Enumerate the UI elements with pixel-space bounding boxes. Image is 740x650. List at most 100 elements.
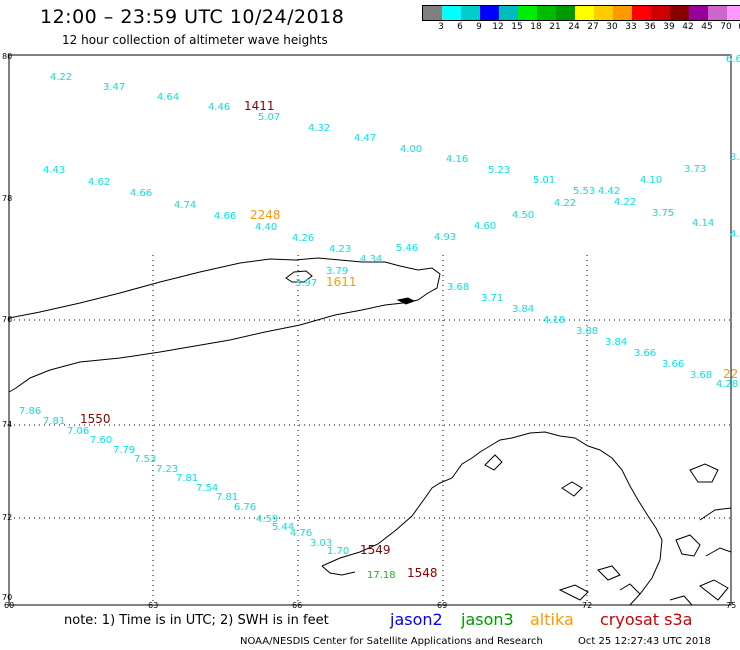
wave-height-value: 4.32: [308, 123, 330, 134]
scale-swatch: [689, 6, 708, 20]
pass-time-label: 1550: [80, 412, 111, 426]
wave-height-value: 3.66: [662, 359, 684, 370]
wave-height-value: 4.34: [360, 254, 382, 265]
wave-height-value: 3.79: [326, 266, 348, 277]
footer-credit: NOAA/NESDIS Center for Satellite Applica…: [240, 636, 543, 647]
wave-height-value: 5.44: [272, 522, 294, 533]
scale-label: 33: [625, 22, 637, 32]
lon-label-69: 69: [437, 601, 447, 610]
wave-height-value: 4.47: [354, 133, 376, 144]
map-frame: [8, 54, 732, 606]
wave-height-value: 4.93: [434, 232, 456, 243]
lat-lon-grid: [9, 255, 731, 605]
lat-label-72: 72: [2, 513, 12, 522]
wave-height-value: 3.: [730, 152, 740, 163]
scale-swatch: [594, 6, 613, 20]
wave-height-value: 4.22: [614, 197, 636, 208]
wave-height-value: 4.42: [598, 186, 620, 197]
coastline: [8, 257, 732, 606]
wave-height-value: 5.07: [258, 112, 280, 123]
color-scale-bar: [422, 5, 740, 21]
scale-swatch: [727, 6, 740, 20]
scale-swatch: [670, 6, 689, 20]
scale-label: 3: [438, 22, 444, 32]
wave-height-value: 1.70: [327, 546, 349, 557]
scale-label: 42: [682, 22, 694, 32]
wave-height-value: 3.75: [652, 208, 674, 219]
footer-timestamp: Oct 25 12:27:43 UTC 2018: [578, 636, 711, 647]
scale-swatch: [518, 6, 537, 20]
scale-swatch: [461, 6, 480, 20]
lat-label-76: 76: [2, 315, 12, 324]
scale-label: 6: [457, 22, 463, 32]
wave-height-value: 7.60: [90, 435, 112, 446]
lon-label-63: 63: [148, 601, 158, 610]
wave-height-value: 17.18: [367, 570, 396, 581]
lat-label-74: 74: [2, 420, 12, 429]
wave-height-value: 3.47: [103, 82, 125, 93]
legend-altika: altika: [530, 610, 574, 629]
wave-height-value: 4.22: [554, 198, 576, 209]
wave-height-value: 6.6: [726, 54, 740, 65]
lon-label-72: 72: [582, 601, 592, 610]
scale-swatch: [442, 6, 461, 20]
pass-time-label: 1611: [326, 275, 357, 289]
wave-height-value: 3.97: [295, 278, 317, 289]
wave-height-value: 4.50: [512, 210, 534, 221]
wave-height-value: 4.22: [50, 72, 72, 83]
wave-height-value: 4.14: [692, 218, 714, 229]
legend-cryosat-s3a: cryosat s3a: [600, 610, 693, 629]
scale-label: 45: [701, 22, 713, 32]
pass-time-label: 1411: [244, 99, 275, 113]
wave-height-value: 3.73: [684, 164, 706, 175]
lon-label-60: 60: [4, 601, 14, 610]
wave-height-value: 7.79: [113, 445, 135, 456]
wave-height-value: 4.: [730, 229, 740, 240]
pass-time-label: 2248: [250, 208, 281, 222]
pass-time-label: 1549: [360, 543, 391, 557]
scale-label: 27: [587, 22, 599, 32]
scale-swatch: [708, 6, 727, 20]
scale-label: 36: [644, 22, 656, 32]
wave-height-value: 4.43: [43, 165, 65, 176]
scale-label: 9: [476, 22, 482, 32]
lon-label-75: 75: [726, 601, 736, 610]
pass-time-label: 22: [723, 367, 738, 381]
wave-height-observations: 4.223.474.644.465.074.324.474.004.165.23…: [19, 54, 740, 581]
wave-height-value: 4.66: [214, 211, 236, 222]
wave-height-value: 3.03: [310, 538, 332, 549]
wave-height-value: 3.66: [634, 348, 656, 359]
wave-height-value: 4.66: [130, 188, 152, 199]
lat-label-70: 70: [2, 593, 12, 602]
wave-height-value: 7.54: [196, 483, 218, 494]
lon-label-66: 66: [292, 601, 302, 610]
wave-height-value: 5.23: [488, 165, 510, 176]
map-title: 12:00 – 23:59 UTC 10/24/2018: [40, 6, 345, 28]
scale-swatch: [537, 6, 556, 20]
scale-label: 18: [530, 22, 542, 32]
legend-jason3: jason3: [461, 610, 514, 629]
pass-time-labels: 1411 2248 1611 1550 1549 1548 22: [80, 99, 738, 580]
scale-swatch: [499, 6, 518, 20]
wave-height-value: 3.88: [576, 326, 598, 337]
scale-label: 15: [511, 22, 523, 32]
scale-swatch: [613, 6, 632, 20]
wave-height-value: 4.16: [446, 154, 468, 165]
wave-height-value: 4.59: [256, 514, 278, 525]
wave-height-value: 3.68: [447, 282, 469, 293]
wave-height-value: 4.18: [543, 315, 565, 326]
scale-swatch: [651, 6, 670, 20]
pass-time-label: 1548: [407, 566, 438, 580]
scale-label: 12: [492, 22, 504, 32]
wave-height-value: 4.76: [290, 528, 312, 539]
wave-height-value: 7.06: [67, 426, 89, 437]
scale-swatch: [480, 6, 499, 20]
wave-height-value: 5.53: [573, 186, 595, 197]
wave-height-value: 3.71: [481, 293, 503, 304]
scale-label: 21: [549, 22, 561, 32]
scale-swatch: [423, 6, 442, 20]
lat-label-80: 80: [2, 52, 12, 61]
wave-height-value: 7.81: [176, 473, 198, 484]
map-subtitle: 12 hour collection of altimeter wave hei…: [62, 33, 328, 47]
